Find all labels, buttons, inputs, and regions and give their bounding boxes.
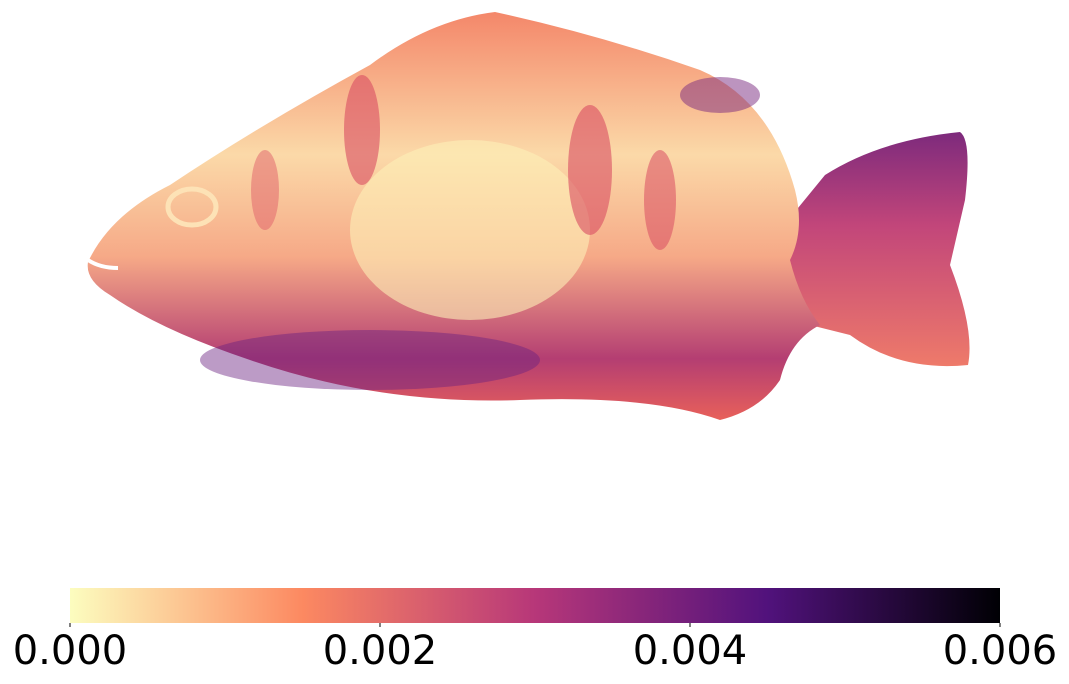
fish-belly-shade: [200, 330, 540, 390]
fish-stripe: [344, 75, 380, 185]
fish-stripe: [568, 105, 612, 235]
x-tick-label: 0.000: [13, 628, 128, 674]
fish-eye: [165, 186, 219, 228]
colorbar: [70, 588, 1000, 623]
fish-mouth: [86, 258, 119, 270]
fish-stripe: [644, 150, 676, 250]
fish-top-shade: [680, 77, 760, 113]
fish-light-patch: [350, 140, 590, 320]
x-tick-label: 0.004: [633, 628, 748, 674]
x-tick-label: 0.006: [943, 628, 1058, 674]
fish-image: [86, 12, 970, 420]
fish-tail: [780, 132, 970, 367]
x-tick-label: 0.002: [323, 628, 438, 674]
fish-stripe: [251, 150, 279, 230]
